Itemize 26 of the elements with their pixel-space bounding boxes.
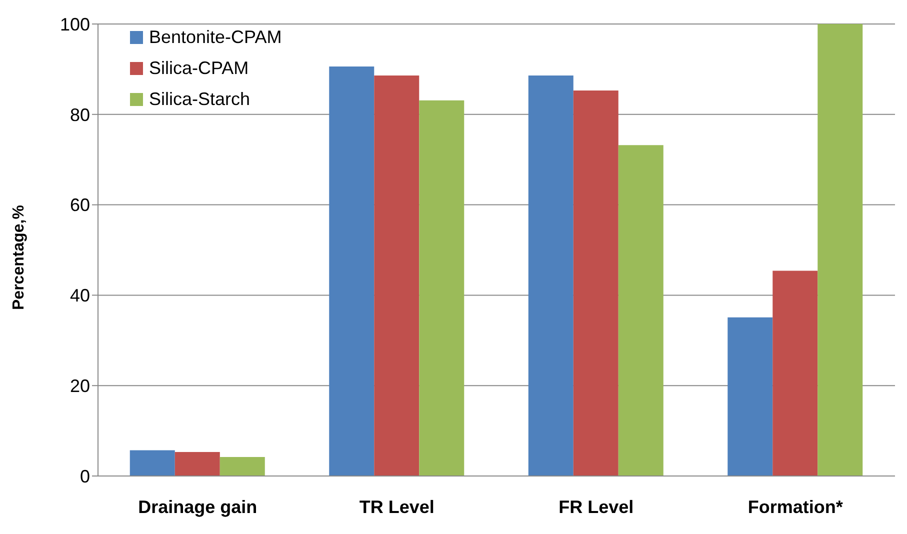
bar xyxy=(130,450,175,476)
legend-label: Bentonite-CPAM xyxy=(149,26,282,49)
bar xyxy=(772,270,818,476)
x-tick-label: TR Level xyxy=(359,496,434,517)
bar xyxy=(220,457,265,476)
bar xyxy=(618,145,664,476)
bar xyxy=(728,317,773,476)
bar xyxy=(419,100,464,476)
y-axis-title: Percentage,% xyxy=(10,205,28,310)
y-tick-label: 40 xyxy=(70,286,90,306)
bar xyxy=(573,90,618,476)
y-tick-label: 80 xyxy=(70,104,90,125)
x-tick-label: Drainage gain xyxy=(138,496,258,517)
bar xyxy=(174,452,220,476)
bar xyxy=(528,76,574,476)
bar xyxy=(374,76,420,476)
x-tick-label: FR Level xyxy=(558,496,634,517)
x-tick-label: Formation* xyxy=(748,496,843,517)
y-tick-label: 0 xyxy=(80,466,90,486)
legend-label: Silica-Starch xyxy=(149,88,250,111)
bar xyxy=(329,66,374,476)
legend-label: Silica-CPAM xyxy=(149,57,249,80)
y-tick-label: 20 xyxy=(70,376,90,396)
y-tick-label: 60 xyxy=(70,195,90,216)
bar xyxy=(818,24,863,476)
y-tick-label: 100 xyxy=(60,14,90,34)
